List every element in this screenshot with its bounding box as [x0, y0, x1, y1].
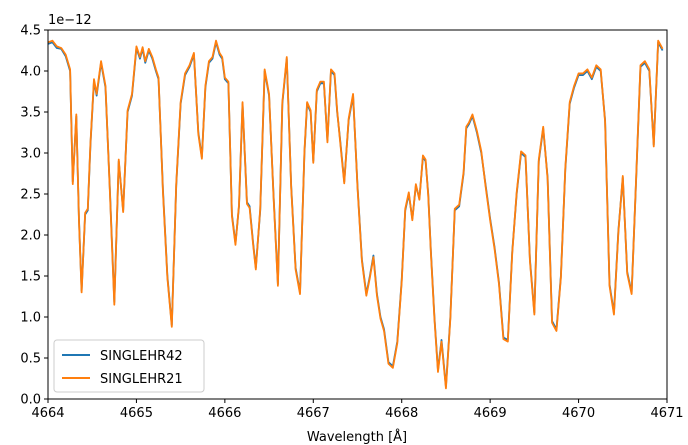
y-tick-label: 3.5	[20, 106, 41, 121]
x-tick-label: 4667	[297, 406, 330, 421]
legend-label-singlehr21: SINGLEHR21	[100, 372, 183, 387]
y-tick-label: 0.0	[20, 393, 41, 408]
x-tick-label: 4664	[31, 406, 64, 421]
x-axis-label: Wavelength [Å]	[307, 429, 407, 445]
x-tick-label: 4671	[650, 406, 683, 421]
x-tick-label: 4669	[474, 406, 507, 421]
x-tick-label: 4668	[385, 406, 418, 421]
y-tick-label: 2.0	[20, 229, 41, 244]
legend-box	[53, 339, 205, 393]
y-tick-label: 4.0	[20, 65, 41, 80]
y-tick-label: 2.5	[20, 188, 41, 203]
plot-frame	[47, 29, 668, 400]
y-tick-label: 1.5	[20, 270, 41, 285]
y-tick-label: 3.0	[20, 147, 41, 162]
legend: SINGLEHR42 SINGLEHR21	[53, 339, 205, 393]
x-tick-label: 4666	[208, 406, 241, 421]
y-tick-label: 0.5	[20, 352, 41, 367]
series-line-singlehr42	[47, 41, 664, 388]
legend-label-singlehr42: SINGLEHR42	[100, 349, 183, 364]
y-offset-text: 1e−12	[48, 13, 92, 28]
x-tick-label: 4670	[562, 406, 595, 421]
series-layer	[47, 39, 664, 390]
y-axis: 0.0 0.5 1.0 1.5 2.0 2.5 3.0 3.5 4.0 4.5	[20, 24, 48, 408]
x-tick-label: 4665	[120, 406, 153, 421]
y-tick-label: 4.5	[20, 24, 41, 39]
y-tick-label: 1.0	[20, 311, 41, 326]
series-line-singlehr21	[47, 39, 664, 390]
x-axis: 4664 4665 4666 4667 4668 4669 4670 4671	[31, 399, 684, 421]
